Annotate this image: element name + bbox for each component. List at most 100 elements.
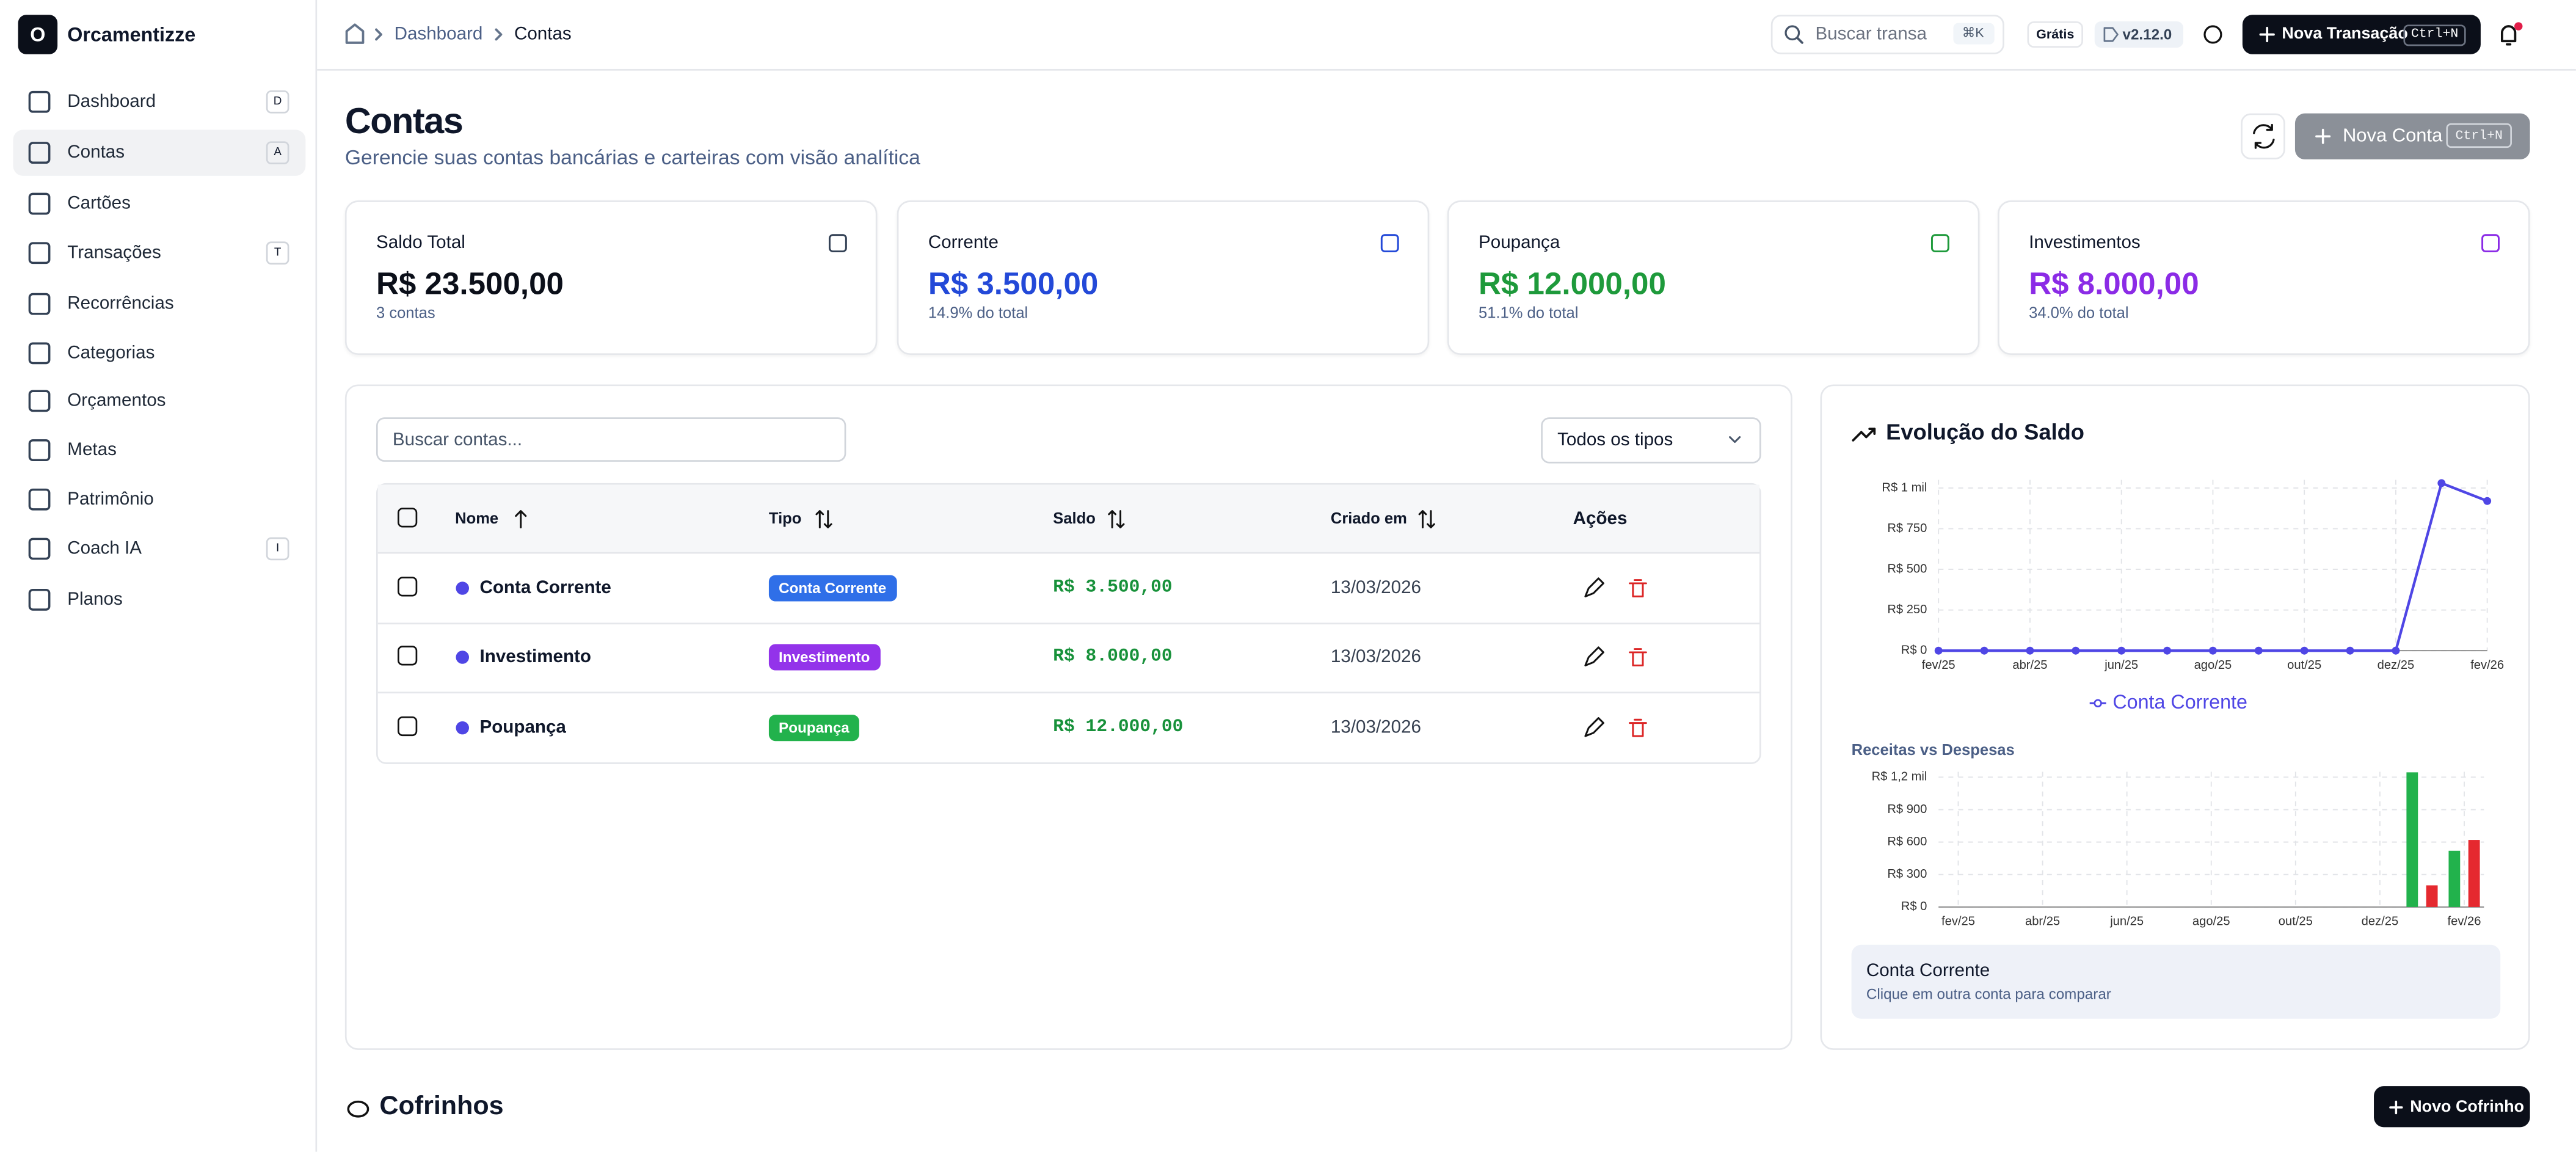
nav-label[interactable]: Cartões bbox=[67, 194, 131, 214]
kbd bbox=[1953, 23, 1995, 45]
breadcrumb[interactable]: Dashboard bbox=[394, 24, 483, 45]
accounts-search[interactable] bbox=[376, 417, 846, 462]
sortable-header[interactable]: Criado em bbox=[1330, 510, 1407, 528]
card-value: R$ 8.000,00 bbox=[2029, 268, 2199, 302]
section-title: Cofrinhos bbox=[379, 1092, 504, 1121]
nav-item[interactable] bbox=[13, 577, 306, 622]
topbar bbox=[317, 0, 2576, 71]
new-account-label[interactable]: Nova Conta bbox=[2342, 126, 2443, 147]
type-badge: Poupança bbox=[768, 715, 859, 742]
sidebar bbox=[0, 0, 318, 1152]
new-account-shortcut: Ctrl+N bbox=[2455, 129, 2503, 144]
nav-item[interactable] bbox=[13, 330, 306, 376]
nav-label[interactable]: Transações bbox=[67, 243, 161, 263]
nav-label[interactable]: Contas bbox=[67, 143, 125, 163]
plan-badge bbox=[2027, 21, 2083, 48]
version: v2.12.0 bbox=[2122, 26, 2172, 43]
checkbox[interactable] bbox=[397, 716, 418, 737]
new-transaction-label[interactable]: Nova Transação bbox=[2282, 25, 2408, 44]
account-name: Investimento bbox=[479, 647, 592, 668]
selected-account bbox=[1851, 944, 2501, 1019]
piggy-icon bbox=[347, 1100, 369, 1118]
sortable-header[interactable]: Nome bbox=[455, 510, 499, 528]
nav-shortcut: A bbox=[274, 147, 282, 159]
card-value: R$ 12.000,00 bbox=[1479, 268, 1666, 302]
nav-label[interactable]: Patrimônio bbox=[67, 489, 154, 509]
refresh-button[interactable] bbox=[2241, 113, 2285, 159]
type-badge: Conta Corrente bbox=[768, 575, 897, 602]
app-name: Orcamentizze bbox=[67, 23, 196, 46]
selected-title: Conta Corrente bbox=[1866, 961, 1990, 981]
row-divider bbox=[377, 691, 1759, 694]
nav-label[interactable]: Dashboard bbox=[67, 92, 156, 112]
chart-title: Receitas vs Despesas bbox=[1851, 742, 2015, 760]
summary-card bbox=[897, 200, 1430, 355]
new-transaction-shortcut: Ctrl+N bbox=[2410, 27, 2459, 42]
nav-label[interactable]: Categorias bbox=[67, 343, 155, 363]
account-created: 13/03/2026 bbox=[1330, 718, 1422, 738]
nav-item[interactable] bbox=[13, 181, 306, 227]
nav-item[interactable] bbox=[13, 427, 306, 473]
nav-item[interactable] bbox=[13, 130, 306, 176]
new-transaction[interactable] bbox=[2242, 15, 2481, 54]
checkbox[interactable] bbox=[397, 646, 418, 666]
search-placeholder: Buscar transa bbox=[1815, 24, 1927, 45]
nav-active bbox=[13, 129, 306, 176]
card-value: R$ 23.500,00 bbox=[376, 268, 564, 302]
search-shortcut: ⌘K bbox=[1962, 25, 1984, 40]
chart-title: Evolução do Saldo bbox=[1886, 420, 2085, 445]
shortcut-box bbox=[266, 241, 289, 265]
account-name: Poupança bbox=[479, 718, 566, 738]
sortable-header[interactable]: Tipo bbox=[768, 510, 802, 528]
table-header bbox=[377, 484, 1759, 554]
page-title: Contas bbox=[344, 100, 464, 142]
kbd bbox=[2446, 123, 2512, 148]
logo-letter: O bbox=[30, 23, 46, 46]
account-balance: R$ 12.000,00 bbox=[1053, 718, 1184, 738]
nav-label[interactable]: Metas bbox=[67, 440, 117, 461]
type-badge: Investimento bbox=[768, 644, 880, 671]
plan: Grátis bbox=[2036, 27, 2075, 42]
accounts-panel bbox=[344, 384, 1792, 1050]
account-balance: R$ 3.500,00 bbox=[1053, 578, 1173, 599]
checkbox[interactable] bbox=[397, 577, 418, 597]
nav-label[interactable]: Orçamentos bbox=[67, 391, 166, 411]
card-note: 14.9% do total bbox=[928, 304, 1028, 323]
nav-label[interactable]: Recorrências bbox=[67, 294, 174, 314]
breadcrumb: Contas bbox=[514, 24, 572, 45]
card-label: Investimentos bbox=[2029, 233, 2141, 253]
summary-card bbox=[344, 200, 878, 355]
accounts-search-placeholder: Buscar contas... bbox=[392, 430, 523, 451]
summary-card bbox=[1998, 200, 2530, 355]
shortcut-box bbox=[266, 90, 289, 114]
card-label: Corrente bbox=[928, 233, 999, 253]
card-value: R$ 3.500,00 bbox=[928, 268, 1099, 302]
type-filter[interactable] bbox=[1541, 417, 1761, 464]
kbd bbox=[2403, 24, 2466, 46]
shortcut-box bbox=[266, 141, 289, 164]
sortable-header[interactable]: Saldo bbox=[1053, 510, 1096, 528]
type-filter-value[interactable]: Todos os tipos bbox=[1557, 430, 1673, 451]
new-account[interactable] bbox=[2294, 113, 2530, 159]
page-subtitle: Gerencie suas contas bancárias e carteir… bbox=[344, 146, 920, 170]
chart-panel bbox=[1820, 384, 2530, 1050]
nav-item[interactable] bbox=[13, 526, 306, 572]
logo bbox=[18, 15, 58, 54]
card-label: Saldo Total bbox=[376, 233, 465, 253]
row-divider bbox=[377, 622, 1759, 625]
nav-item[interactable] bbox=[13, 79, 306, 125]
nav-shortcut: T bbox=[274, 247, 282, 259]
search[interactable] bbox=[1770, 15, 2004, 54]
shortcut-box bbox=[266, 537, 289, 561]
nav-label[interactable]: Coach IA bbox=[67, 539, 142, 559]
card-note: 3 contas bbox=[376, 304, 435, 323]
account-balance: R$ 8.000,00 bbox=[1053, 647, 1173, 668]
new-piggy-label[interactable]: Novo Cofrinho bbox=[2410, 1098, 2525, 1117]
nav-item[interactable] bbox=[13, 476, 306, 522]
checkbox[interactable] bbox=[397, 508, 418, 528]
nav-label[interactable]: Planos bbox=[67, 589, 123, 610]
header-label: Ações bbox=[1573, 509, 1628, 530]
